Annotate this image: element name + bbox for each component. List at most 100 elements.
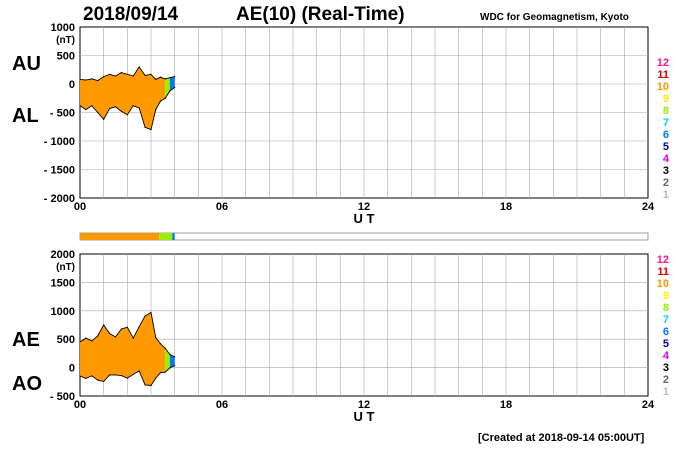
x-tick-label: 24 [642,399,655,411]
station-count-12: 12 [657,254,669,266]
y-tick-label: - 1000 [44,136,75,148]
coverage-segment [172,233,175,240]
ao-point [155,377,157,379]
y-tick-label: 1500 [51,277,75,289]
ao-point [79,375,81,377]
ae-label: AE [12,329,40,351]
ao-point [132,373,134,376]
organization-label: WDC for Geomagnetism, Kyoto [480,12,629,23]
ao-point [150,384,152,387]
ao-point [138,370,140,372]
au-point [103,75,105,78]
y-unit-label: (nT) [56,262,75,273]
created-timestamp: [Created at 2018-09-14 05:00UT] [478,432,645,444]
au-series-line [79,66,175,82]
au-point [144,74,146,77]
al-point [103,118,105,120]
au-point [155,78,157,81]
chart-title: AE(10) (Real-Time) [236,4,405,25]
al-point [138,107,140,109]
ae-point [159,343,162,345]
ao-label: AO [12,373,42,395]
y-tick-label: - 500 [50,108,75,120]
ae-point [164,347,166,349]
station-coverage-bar [79,232,649,241]
al-point [150,129,152,131]
ao-point [108,374,111,376]
al-point [155,109,157,111]
ao-point [97,379,99,381]
y-tick-label: 500 [57,334,75,346]
ao-point [159,372,162,374]
y-tick-label: 500 [57,51,75,63]
station-count-3: 3 [663,362,669,374]
x-tick-label: 12 [358,201,370,213]
al-point [120,110,123,112]
y-tick-label: 2000 [51,249,75,261]
station-count-7: 7 [663,314,669,326]
au-point [169,77,171,79]
x-tick-label: 00 [74,201,86,213]
ae-point [114,336,117,338]
ao-point [114,374,117,376]
y-tick-label: 0 [69,79,75,91]
ae-series-line [79,311,175,358]
au-point [108,73,111,75]
area-fill-main [80,312,166,386]
al-point [97,111,99,114]
ae-point [120,328,123,330]
ae-point [150,311,152,314]
au-point [132,75,134,77]
x-tick-label: 00 [74,399,86,411]
ae-point [91,340,93,342]
y-tick-label: - 500 [50,391,75,403]
au-point [79,78,81,81]
y-unit-label: (nT) [56,35,75,46]
station-count-12: 12 [657,57,669,69]
al-label: AL [12,105,39,127]
x-tick-label: 18 [500,201,512,213]
au-point [164,78,166,80]
x-tick-label: 12 [358,399,370,411]
station-count-10: 10 [657,81,669,93]
coverage-segment [159,233,173,240]
y-tick-label: 1000 [51,306,75,318]
au-point [138,66,140,68]
al-point [108,107,111,110]
al-series-line [79,87,175,131]
al-point [174,86,176,89]
ae-ao-panel: 2000 1500 1000 500 0 - 500 (nT) 00 06 12 18 24 U T [50,249,655,424]
station-count-1: 1 [663,386,669,398]
station-count-11: 11 [657,266,669,278]
ae-point [174,356,176,358]
ae-point [108,332,111,335]
station-count-3: 3 [663,165,669,177]
al-point [85,109,87,111]
au-point [126,73,128,75]
ae-point [155,336,157,339]
ao-point [164,371,166,373]
x-tick-label: 24 [642,201,655,213]
coverage-segment [80,233,160,240]
ae-point [169,353,171,356]
station-count-5: 5 [663,141,669,153]
ae-point [79,341,81,343]
au-label: AU [12,53,41,75]
station-count-5: 5 [663,338,669,350]
y-tick-label: - 1500 [44,165,75,177]
ao-point [91,375,93,377]
y-tick-label: 1000 [51,22,75,34]
al-point [169,90,171,92]
station-count-8: 8 [663,302,669,314]
station-count-7: 7 [663,117,669,129]
au-point [97,79,99,82]
area-fill-latest [169,76,175,91]
au-point [91,78,93,80]
station-count-11: 11 [657,69,669,81]
station-count-10: 10 [657,278,669,290]
station-count-9: 9 [663,93,669,105]
x-tick-label: 06 [216,399,228,411]
station-count-2: 2 [663,177,669,189]
